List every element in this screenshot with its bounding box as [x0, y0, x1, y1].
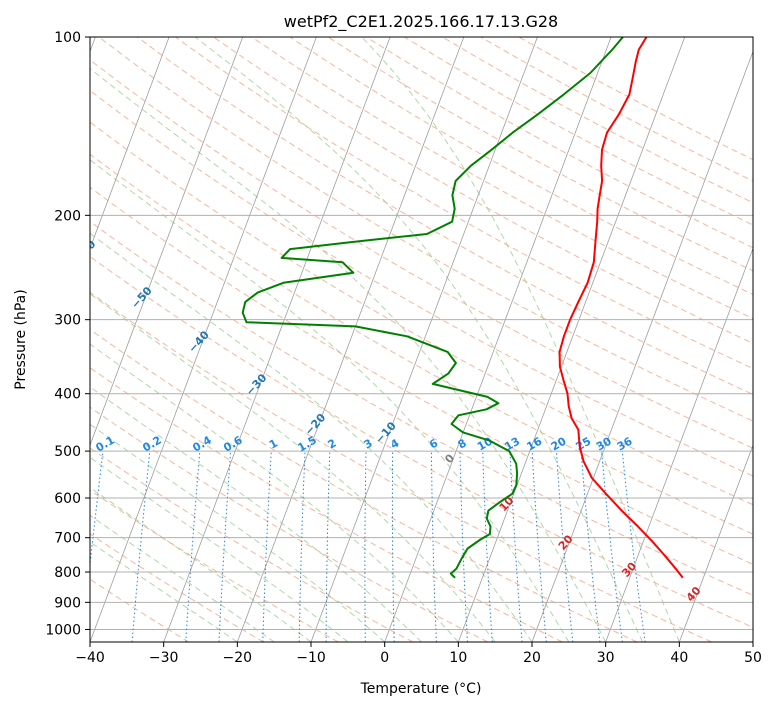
y-tick-label: 400 — [54, 387, 81, 403]
dry-adiabat — [251, 37, 753, 320]
mixing-ratio-line — [580, 451, 601, 642]
x-tick-label: −40 — [75, 650, 105, 666]
x-tick-label: −20 — [223, 650, 253, 666]
isotherm — [90, 37, 170, 250]
x-tick-label: 10 — [449, 650, 467, 666]
moist-adiabat — [90, 456, 349, 642]
y-tick-label: 100 — [54, 30, 81, 46]
y-tick-label: 900 — [54, 595, 81, 611]
dry-adiabat — [136, 37, 753, 396]
dry-adiabat — [90, 89, 753, 477]
x-tick-label: 0 — [380, 650, 389, 666]
isotherm — [90, 37, 244, 447]
chart-title: wetPf2_C2E1.2025.166.17.13.G28 — [284, 12, 558, 32]
isotherm — [605, 247, 753, 642]
plot-frame — [89, 36, 754, 643]
pressure-gridlines — [90, 37, 753, 630]
moist-adiabat — [90, 232, 533, 642]
x-axis-label: Temperature (°C) — [360, 681, 482, 697]
isotherm — [310, 37, 538, 642]
moist-adiabat — [90, 67, 607, 642]
mixing-ratio-line — [131, 451, 151, 642]
dry-adiabat — [90, 533, 264, 642]
isotherm — [90, 37, 317, 642]
y-tick-label: 200 — [54, 208, 81, 224]
x-tick-label: 50 — [744, 650, 762, 666]
moist-adiabat — [90, 423, 386, 642]
mixing-ratio-line — [90, 451, 104, 569]
dry-adiabat — [90, 291, 712, 642]
moist-adiabat — [90, 159, 570, 642]
x-tick-label: −30 — [149, 650, 179, 666]
dry-adiabat — [98, 37, 753, 422]
moist-adiabat — [90, 514, 275, 642]
mixing-ratio-line — [621, 451, 646, 642]
dry-adiabat — [90, 186, 753, 565]
x-tick-label: −10 — [296, 650, 326, 666]
dry-adiabat — [90, 153, 753, 535]
profile-lines — [241, 37, 684, 579]
dry-adiabat — [90, 121, 753, 506]
dry-adiabat — [175, 37, 753, 370]
y-axis-ticks: 100 200 300 400 500 600 700 800 900 1000 — [45, 30, 90, 638]
x-axis-ticks: −40 −30 −20 −10 0 10 20 30 40 50 — [75, 642, 762, 666]
dry-adiabat — [90, 489, 339, 642]
isotherm — [457, 37, 686, 642]
x-tick-label: 20 — [523, 650, 541, 666]
mixing-ratio-line — [555, 451, 574, 642]
y-tick-label: 600 — [54, 491, 81, 507]
y-tick-label: 300 — [54, 313, 81, 329]
dry-adiabat — [90, 255, 753, 628]
moist-adiabat — [90, 386, 422, 642]
y-tick-label: 800 — [54, 565, 81, 581]
y-tick-label: 700 — [54, 531, 81, 547]
isotherm — [384, 37, 612, 642]
dry-adiabats — [90, 37, 753, 642]
x-tick-label: 30 — [597, 650, 615, 666]
isotherm — [163, 37, 391, 642]
dry-adiabat — [90, 406, 488, 642]
dry-adiabat — [289, 37, 753, 296]
y-axis-label: Pressure (hPa) — [13, 289, 29, 389]
moist-adiabat — [90, 343, 459, 642]
moist-adiabat — [90, 293, 496, 642]
dry-adiabat — [90, 367, 563, 642]
temperature-profile — [558, 37, 684, 579]
dewpoint-profile — [241, 37, 624, 579]
mixing-ratio-line — [531, 451, 547, 642]
moist-adiabat — [90, 541, 238, 642]
y-tick-label: 500 — [54, 444, 81, 460]
moist-adiabat — [194, 37, 643, 642]
isotherm — [531, 50, 753, 642]
isotherm — [678, 444, 753, 642]
x-tick-label: 40 — [670, 650, 688, 666]
isotherm — [236, 37, 465, 642]
y-tick-label: 1000 — [45, 622, 81, 638]
isotherms — [90, 37, 753, 642]
